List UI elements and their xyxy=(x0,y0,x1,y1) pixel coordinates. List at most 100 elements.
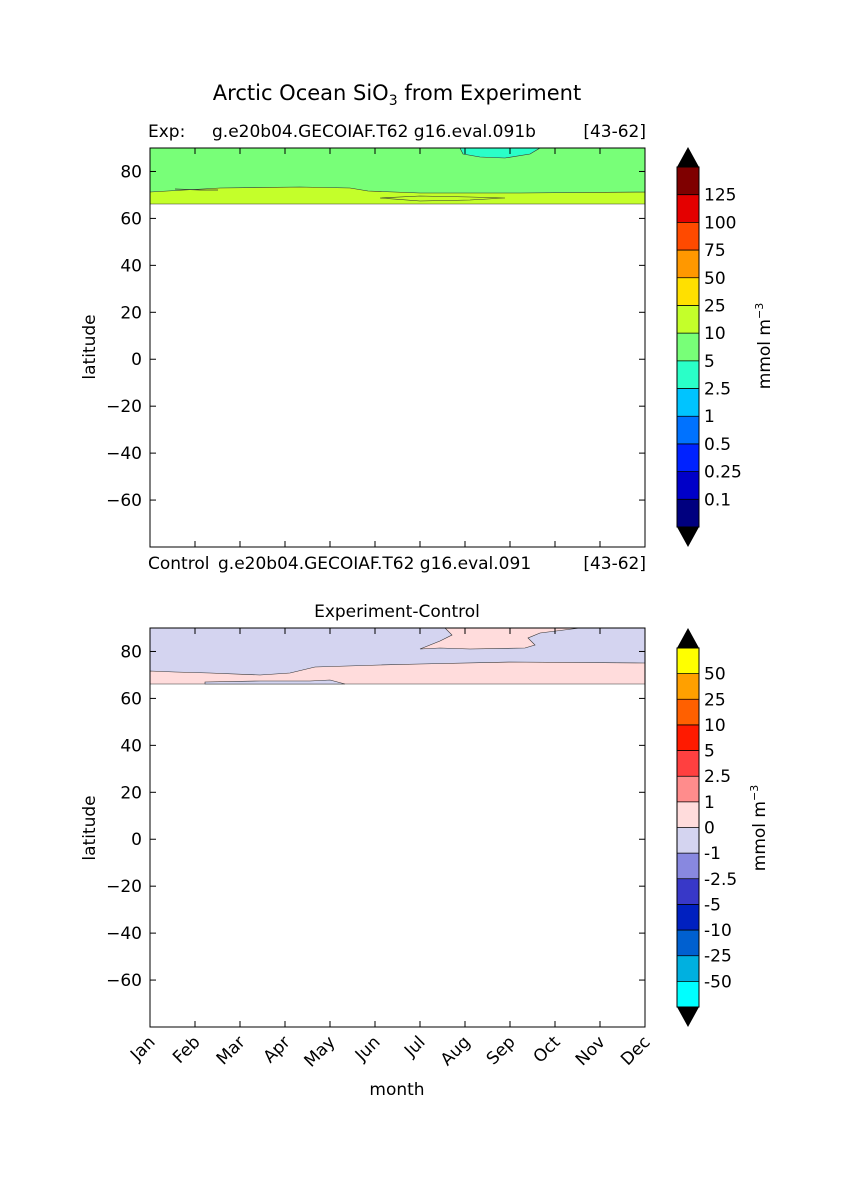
panel2-y-axis: 80 60 40 20 0 −20 −40 −60 xyxy=(106,642,645,991)
experiment-panel: Exp: g.e20b04.GECOIAF.T62 g16.eval.091b … xyxy=(80,122,775,548)
panel2-xtick-label: Apr xyxy=(260,1032,295,1067)
panel1-colorbar-tick-label: 2.5 xyxy=(704,380,731,400)
panel2-xtick-label: Dec xyxy=(617,1032,654,1069)
panel1-colorbar-tick-label: 10 xyxy=(704,324,726,344)
panel2-colorbar-color-band xyxy=(677,750,699,777)
panel1-colorbar-tick-label: 50 xyxy=(704,269,726,289)
panel1-ytick-label: 60 xyxy=(120,209,142,229)
panel1-ytick-label: 0 xyxy=(131,350,142,370)
panel1-contour-fill xyxy=(149,147,646,205)
panel2-ytick-label: 0 xyxy=(131,830,142,850)
panel2-colorbar-color-band xyxy=(677,724,699,751)
panel1-y-axis: 80 60 40 20 0 −20 −40 −60 xyxy=(106,162,645,511)
panel2-colorbar-color-band xyxy=(677,776,699,802)
panel1-colorbar-tick-label: 1 xyxy=(704,407,715,427)
panel2-xlabel: month xyxy=(369,1080,424,1100)
panel1-colorbar-label: mmol m−3 xyxy=(753,303,775,389)
panel2-colorbar-extend-low xyxy=(677,1007,699,1027)
panel2-colorbar-color-band xyxy=(677,904,699,931)
panel2-xtick-label: Jul xyxy=(400,1032,429,1061)
panel1-x-ticks xyxy=(149,148,646,547)
panel2-colorbar-tick-label: -2.5 xyxy=(704,870,737,890)
panel2-ytick-label: −20 xyxy=(106,877,142,897)
panel2-xtick-label: Sep xyxy=(483,1032,520,1069)
panel2-colorbar-tick-label: -25 xyxy=(704,947,732,967)
panel1-ytick-label: 80 xyxy=(120,162,142,182)
panel1-ytick-label: −40 xyxy=(106,444,142,464)
panel1-contour-small-2 xyxy=(379,195,506,202)
panel1-colorbar-tick-label: 75 xyxy=(704,241,726,261)
panel1-colorbar-tick-label: 0.1 xyxy=(704,490,731,510)
panel1-colorbar-tick-label: 100 xyxy=(704,213,736,233)
panel2-plot-frame xyxy=(149,627,646,1028)
panel2-colorbar-tick-label: 25 xyxy=(704,690,726,710)
panel2-xtick-label: May xyxy=(301,1032,340,1071)
panel1-colorbar-color-band xyxy=(677,167,699,195)
panel2-xtick-label: Feb xyxy=(169,1032,204,1067)
panel1-colorbar-extend-high xyxy=(677,147,699,167)
panel1-contour-small-1 xyxy=(174,188,218,191)
panel2-xtick-label: Mar xyxy=(213,1032,250,1069)
panel2-colorbar-color-band xyxy=(677,699,699,725)
panel2-center-title: g.e20b04.GECOIAF.T62 g16.eval.091 xyxy=(218,554,531,574)
panel1-colorbar-color-band xyxy=(677,277,699,306)
panel2-region-0-1-top xyxy=(419,627,581,650)
panel1-right-title: [43-62] xyxy=(583,122,646,142)
panel1-plot-frame xyxy=(149,147,646,548)
panel2-ytick-label: 60 xyxy=(120,689,142,709)
panel1-colorbar-tick-label: 5 xyxy=(704,352,715,372)
panel2-ytick-label: 40 xyxy=(120,736,142,756)
panel2-xtick-label: Jun xyxy=(351,1032,385,1066)
panel1-colorbar-tick-label: 0.25 xyxy=(704,463,742,483)
panel1-ytick-label: 40 xyxy=(120,256,142,276)
panel2-colorbar-tick-label: -10 xyxy=(704,921,732,941)
panel1-left-title: Exp: xyxy=(148,122,185,142)
panel1-colorbar-color-band xyxy=(677,499,699,527)
panel1-ytick-label: −20 xyxy=(106,397,142,417)
panel2-colorbar-tick-label: 10 xyxy=(704,716,726,736)
panel2-right-title: [43-62] xyxy=(583,554,646,574)
panel1-ytick-label: −60 xyxy=(106,491,142,511)
panel1-colorbar-color-band xyxy=(677,443,699,472)
panel1-colorbar-color-band xyxy=(677,250,699,278)
panel2-colorbar-color-band xyxy=(677,981,699,1007)
panel2-left-title: Control xyxy=(148,554,209,574)
panel2-colorbar-label: mmol m−3 xyxy=(748,785,770,871)
panel1-colorbar-frame xyxy=(676,166,700,528)
panel1-colorbar-color-band xyxy=(677,416,699,444)
panel1-ylabel: latitude xyxy=(80,314,100,379)
panel2-colorbar-color-band xyxy=(677,878,699,905)
panel2-contour-fill xyxy=(149,627,646,685)
panel2-colorbar-tick-label: 2.5 xyxy=(704,767,731,787)
panel2-ytick-label: −60 xyxy=(106,971,142,991)
panel2-colorbar-tick-label: 0 xyxy=(704,819,715,839)
panel1-colorbar-color-band xyxy=(677,305,699,334)
panel2-colorbar-tick-label: -5 xyxy=(704,895,721,915)
panel1-colorbar-color-band xyxy=(677,471,699,500)
panel2-title: Experiment-Control xyxy=(314,602,480,622)
panel2-colorbar-tick-label: 5 xyxy=(704,742,715,762)
panel2-colorbar-color-band xyxy=(677,673,699,700)
panel1-colorbar-color-band xyxy=(677,360,699,389)
panel2-colorbar-color-band xyxy=(677,955,699,982)
panel1-center-title: g.e20b04.GECOIAF.T62 g16.eval.091b xyxy=(212,122,536,142)
panel1-colorbar-extend-low xyxy=(677,527,699,547)
panel2-xtick-label: Aug xyxy=(437,1032,475,1070)
panel1-colorbar-color-band xyxy=(677,333,699,361)
panel2-colorbar-tick-label: -50 xyxy=(704,972,732,992)
panel2-xtick-label: Jan xyxy=(126,1032,159,1065)
panel1-colorbar-tick-label: 25 xyxy=(704,296,726,316)
panel2-colorbar-color-band xyxy=(677,827,699,854)
panel1-colorbar-color-band xyxy=(677,388,699,417)
panel1-colorbar-tick-label: 0.5 xyxy=(704,435,731,455)
panel2-colorbar-color-band xyxy=(677,853,699,879)
panel2-ytick-label: 80 xyxy=(120,642,142,662)
panel2-x-axis: Jan Feb Mar Apr May Jun Jul Aug Sep Oct Nov Dec xyxy=(126,628,655,1071)
panel1-colorbar-color-band xyxy=(677,222,699,251)
panel2-colorbar-extend-high xyxy=(677,628,699,648)
panel2-ytick-label: 20 xyxy=(120,783,142,803)
panel2-colorbar-color-band xyxy=(677,648,699,674)
panel1-region-5-10 xyxy=(149,186,646,205)
